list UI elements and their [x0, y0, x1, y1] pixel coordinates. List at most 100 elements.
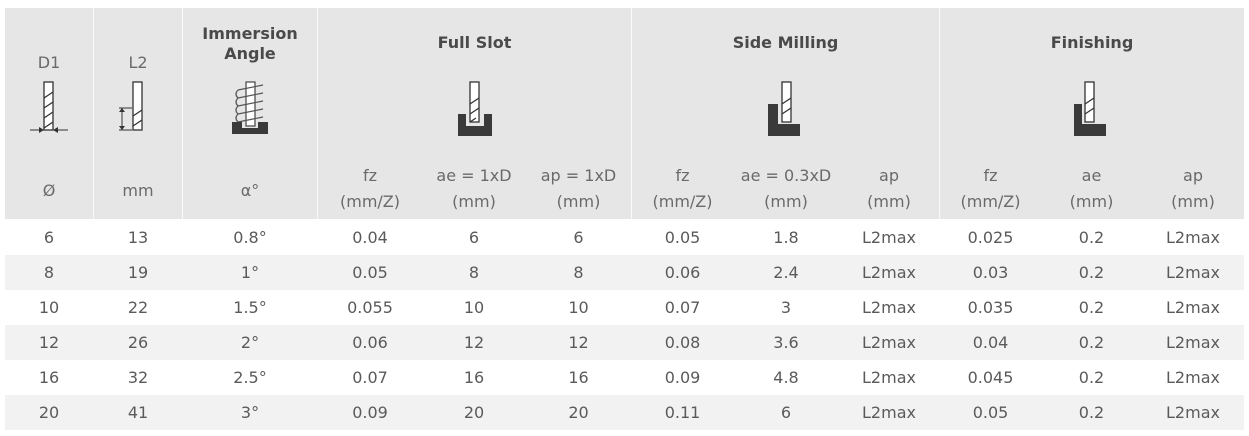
side-milling-title: Side Milling — [732, 33, 839, 52]
l2-unit-label: mm — [122, 181, 154, 200]
d1-column-title: D1 — [37, 53, 61, 72]
finishing-ap-cell: L2max — [1166, 403, 1220, 422]
side-milling-icon — [768, 81, 800, 136]
finishing-ap-cell: L2max — [1166, 263, 1220, 282]
full-slot-fz-cell: 0.05 — [352, 263, 388, 282]
finishing-ae-cell: 0.2 — [1078, 263, 1105, 282]
full-slot-ae-cell: 8 — [468, 263, 480, 282]
side-milling-fz-cell: 0.06 — [664, 263, 701, 282]
d1-cell: 16 — [38, 368, 60, 387]
l2-cell: 26 — [127, 333, 149, 352]
full-slot-ap-cell: 16 — [568, 368, 589, 387]
full-slot-ae-label: ae = 1xD (mm) — [436, 166, 512, 211]
immersion-angle-title: Immersion Angle — [202, 24, 298, 63]
table-row: 6 13 0.8° 0.04 6 6 0.05 1.8 L2max 0.025 … — [5, 220, 1244, 255]
column-divider — [317, 8, 318, 219]
full-slot-fz-cell: 0.055 — [347, 298, 393, 317]
column-divider — [93, 8, 94, 219]
angle-cell: 3° — [240, 403, 260, 422]
l2-cell: 41 — [127, 403, 149, 422]
side-milling-ae-cell: 6 — [780, 403, 792, 422]
l2-cell: 13 — [127, 228, 149, 247]
side-milling-ap-cell: L2max — [862, 263, 916, 282]
table-row: 12 26 2° 0.06 12 12 0.08 3.6 L2max 0.04 … — [5, 325, 1244, 360]
finishing-fz-cell: 0.035 — [967, 298, 1014, 317]
side-milling-ae-cell: 3.6 — [773, 333, 799, 352]
finishing-ae-cell: 0.2 — [1078, 228, 1105, 247]
finishing-ae-label: ae (mm) — [1069, 166, 1114, 211]
full-slot-ae-cell: 6 — [468, 228, 480, 247]
l2-cell: 32 — [127, 368, 149, 387]
full-slot-ae-cell: 16 — [463, 368, 485, 387]
angle-cell: 2° — [240, 333, 260, 352]
finishing-ae-cell: 0.2 — [1078, 298, 1105, 317]
finishing-fz-cell: 0.04 — [972, 333, 1009, 352]
side-milling-ap-cell: L2max — [862, 228, 916, 247]
full-slot-fz-cell: 0.07 — [352, 368, 388, 387]
d1-cell: 12 — [38, 333, 60, 352]
full-slot-icon — [458, 81, 492, 136]
angle-cell: 2.5° — [233, 368, 267, 387]
side-milling-fz-cell: 0.07 — [664, 298, 701, 317]
side-milling-fz-cell: 0.08 — [664, 333, 701, 352]
full-slot-ap-label: ap = 1xD (mm) — [540, 166, 617, 211]
full-slot-ap-cell: 8 — [573, 263, 584, 282]
d1-cell: 8 — [43, 263, 55, 282]
side-milling-ae-cell: 4.8 — [773, 368, 799, 387]
finishing-ap-cell: L2max — [1166, 298, 1220, 317]
side-milling-ap-cell: L2max — [862, 403, 916, 422]
side-milling-ae-cell: 1.8 — [773, 228, 799, 247]
angle-cell: 0.8° — [233, 228, 267, 247]
finishing-icon — [1074, 81, 1106, 136]
column-divider — [182, 8, 183, 219]
table-row: 8 19 1° 0.05 8 8 0.06 2.4 L2max 0.03 0.2… — [5, 255, 1244, 290]
side-milling-fz-cell: 0.11 — [664, 403, 701, 422]
full-slot-fz-cell: 0.09 — [352, 403, 388, 422]
column-divider — [939, 8, 940, 219]
full-slot-ap-cell: 10 — [568, 298, 589, 317]
l2-column-title: L2 — [128, 53, 148, 72]
full-slot-ae-cell: 20 — [463, 403, 485, 422]
full-slot-ap-cell: 20 — [568, 403, 589, 422]
table-row: 10 22 1.5° 0.055 10 10 0.07 3 L2max 0.03… — [5, 290, 1244, 325]
full-slot-ae-cell: 12 — [463, 333, 485, 352]
side-milling-ap-label: ap (mm) — [867, 166, 911, 211]
finishing-ae-cell: 0.2 — [1078, 403, 1105, 422]
side-milling-ap-cell: L2max — [862, 298, 916, 317]
finishing-ae-cell: 0.2 — [1078, 333, 1105, 352]
full-slot-title: Full Slot — [437, 33, 512, 52]
l2-cell: 19 — [127, 263, 149, 282]
finishing-ap-label: ap (mm) — [1171, 166, 1215, 211]
angle-cell: 1° — [240, 263, 260, 282]
finishing-fz-cell: 0.025 — [967, 228, 1014, 247]
full-slot-ap-cell: 12 — [568, 333, 589, 352]
finishing-fz-cell: 0.05 — [972, 403, 1009, 422]
d1-cell: 10 — [38, 298, 60, 317]
full-slot-fz-cell: 0.04 — [352, 228, 388, 247]
table-row: 16 32 2.5° 0.07 16 16 0.09 4.8 L2max 0.0… — [5, 360, 1244, 395]
d1-diameter-icon — [30, 81, 68, 133]
d1-unit-label: Ø — [42, 181, 56, 200]
column-divider — [631, 8, 632, 219]
finishing-fz-cell: 0.03 — [972, 263, 1009, 282]
l2-length-icon — [119, 81, 143, 131]
finishing-fz-cell: 0.045 — [967, 368, 1014, 387]
finishing-fz-label: fz (mm/Z) — [960, 166, 1021, 211]
full-slot-fz-cell: 0.06 — [352, 333, 388, 352]
finishing-ap-cell: L2max — [1166, 368, 1220, 387]
full-slot-fz-label: fz (mm/Z) — [339, 166, 400, 211]
angle-cell: 1.5° — [233, 298, 267, 317]
side-milling-ae-label: ae = 0.3xD (mm) — [740, 166, 832, 211]
side-milling-fz-label: fz (mm/Z) — [652, 166, 713, 211]
d1-cell: 20 — [38, 403, 60, 422]
l2-cell: 22 — [127, 298, 149, 317]
finishing-ap-cell: L2max — [1166, 228, 1220, 247]
finishing-ae-cell: 0.2 — [1078, 368, 1105, 387]
side-milling-ae-cell: 3 — [780, 298, 792, 317]
side-milling-fz-cell: 0.09 — [664, 368, 701, 387]
full-slot-ap-cell: 6 — [573, 228, 584, 247]
side-milling-ae-cell: 2.4 — [773, 263, 799, 282]
d1-cell: 6 — [43, 228, 55, 247]
table-row: 20 41 3° 0.09 20 20 0.11 6 L2max 0.05 0.… — [5, 395, 1244, 430]
